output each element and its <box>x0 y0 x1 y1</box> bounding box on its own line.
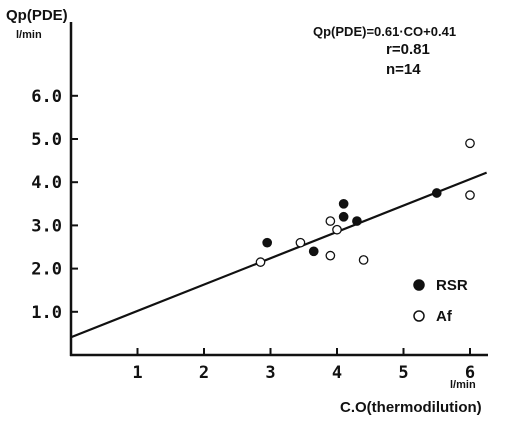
regression-equation: Qp(PDE)=0.61·CO+0.41 <box>313 24 456 39</box>
x-tick-label: 3 <box>265 363 275 383</box>
data-point-af <box>332 224 342 235</box>
legend-marker-af <box>413 310 425 322</box>
data-point-af <box>255 257 266 267</box>
legend-label-rsr: RSR <box>436 277 468 294</box>
data-point-af <box>465 190 475 201</box>
x-axis-title: C.O(thermodilution) <box>340 399 482 416</box>
data-point-af <box>295 237 306 248</box>
ticks-layer: 1 2 3 4 5 6 1.0 2.0 3.0 4.0 5.0 6.0 <box>31 87 475 383</box>
data-point-af <box>358 255 369 265</box>
x-axis-unit: l/min <box>450 379 476 391</box>
data-point-af <box>325 216 336 226</box>
y-axis-title: Qp(PDE) <box>6 7 68 24</box>
y-tick-label: 5.0 <box>31 130 62 150</box>
points-layer <box>255 138 475 267</box>
regression-line <box>70 171 488 339</box>
y-tick-label: 2.0 <box>31 260 62 280</box>
data-point-rsr <box>338 198 349 209</box>
data-point-rsr <box>352 216 362 226</box>
regression-layer <box>70 171 488 339</box>
legend-label-af: Af <box>436 308 453 325</box>
x-tick-label: 4 <box>332 363 342 383</box>
x-tick-label: 2 <box>199 363 209 383</box>
data-point-rsr <box>308 246 319 257</box>
data-point-rsr <box>338 211 349 222</box>
sample-n: n=14 <box>386 61 421 78</box>
data-point-rsr <box>262 237 273 248</box>
data-point-af <box>325 250 336 261</box>
correlation-r: r=0.81 <box>386 41 430 58</box>
legend-marker-rsr <box>413 279 425 291</box>
x-tick-label: 1 <box>132 363 142 383</box>
data-point-af <box>465 138 475 149</box>
y-tick-label: 4.0 <box>31 173 62 193</box>
x-tick-label: 5 <box>398 363 408 383</box>
y-axis-unit: l/min <box>16 29 42 41</box>
x-tick-label: 6 <box>465 363 475 383</box>
legend: RSR Af <box>413 277 468 325</box>
y-tick-label: 3.0 <box>31 216 62 236</box>
y-tick-label: 1.0 <box>31 303 62 323</box>
y-tick-label: 6.0 <box>31 87 62 107</box>
data-point-rsr <box>431 188 442 198</box>
